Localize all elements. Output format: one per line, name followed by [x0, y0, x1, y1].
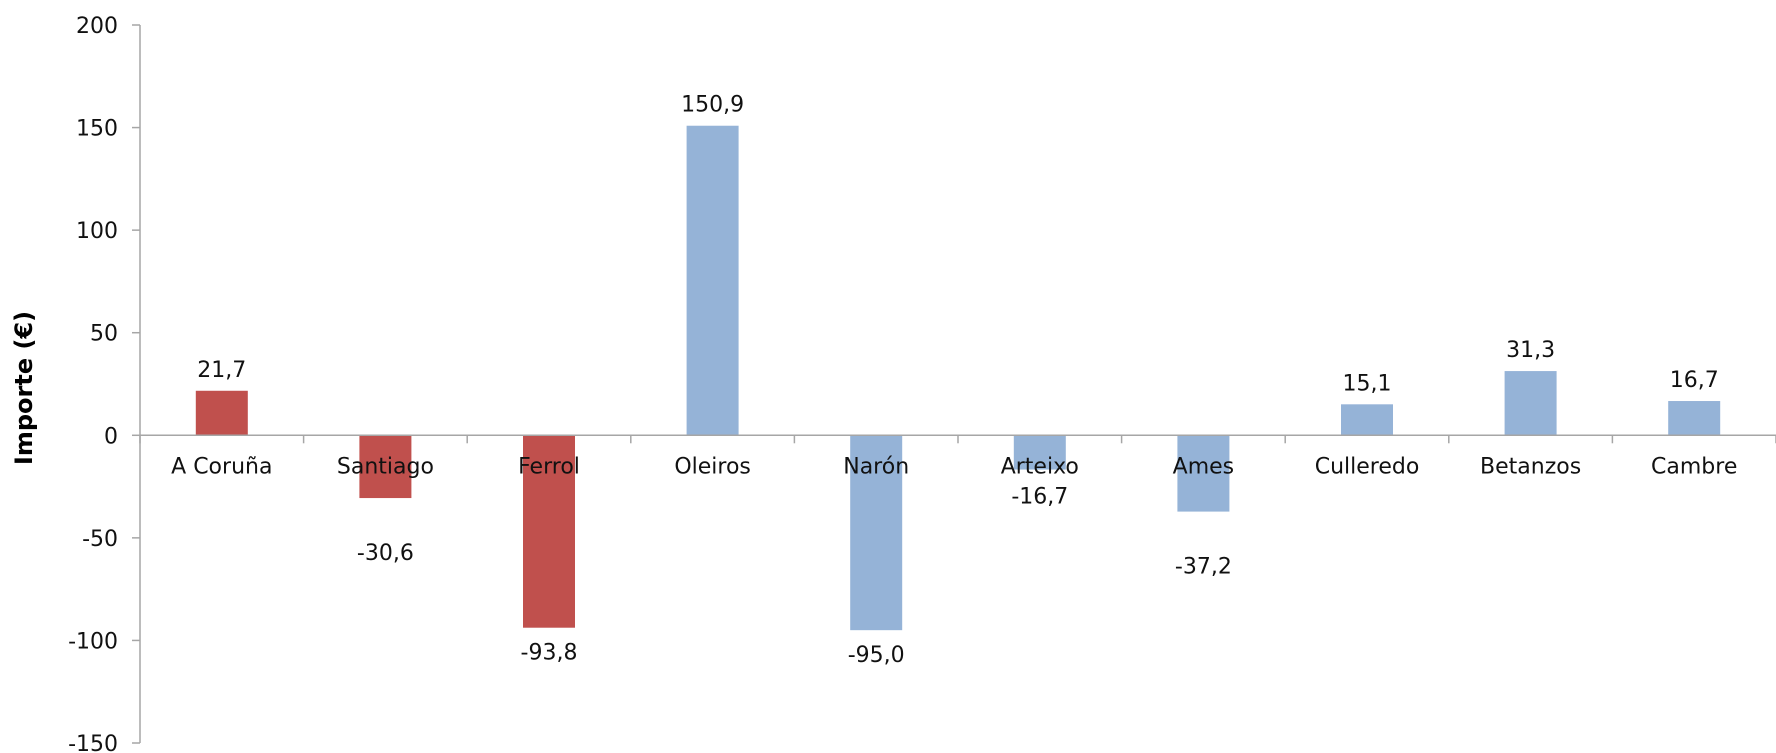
y-tick-label: -100	[68, 629, 118, 654]
bar	[1013, 435, 1066, 470]
category-label: Narón	[843, 454, 909, 479]
category-label: A Coruña	[171, 454, 272, 479]
bars-group	[195, 125, 1721, 631]
bar	[1668, 401, 1721, 436]
category-label: Arteixo	[1001, 454, 1079, 479]
y-axis-title: Importe (€)	[10, 311, 38, 465]
axes-group	[132, 24, 1776, 744]
y-tick-label: 100	[76, 219, 118, 244]
y-tick-label: 50	[90, 322, 118, 347]
category-label: Culleredo	[1315, 454, 1420, 479]
bar	[523, 435, 575, 628]
data-label: -30,6	[357, 541, 414, 566]
bar	[1504, 371, 1557, 436]
category-label: Cambre	[1651, 454, 1737, 479]
bar	[359, 435, 412, 499]
bar	[1177, 435, 1230, 512]
y-tick-label: -50	[82, 527, 118, 552]
data-label: 21,7	[197, 358, 246, 383]
bar	[195, 390, 248, 436]
data-label: -37,2	[1175, 555, 1232, 580]
bar	[850, 435, 903, 631]
y-tick-label: -150	[68, 732, 118, 753]
bar	[686, 125, 739, 436]
y-tick-label: 0	[104, 424, 118, 449]
y-tick-label: 150	[76, 117, 118, 142]
bar	[1341, 404, 1393, 436]
data-label: 15,1	[1343, 371, 1392, 396]
category-label: Oleiros	[674, 454, 751, 479]
data-label: 150,9	[681, 93, 744, 118]
category-label: Betanzos	[1480, 454, 1581, 479]
data-label: -95,0	[848, 643, 905, 668]
data-label: -93,8	[521, 641, 578, 666]
category-label: Ames	[1173, 454, 1234, 479]
category-label: Ferrol	[518, 454, 580, 479]
data-label: 31,3	[1506, 338, 1555, 363]
y-tick-label: 200	[76, 14, 118, 39]
data-label: 16,7	[1670, 368, 1719, 393]
category-label: Santiago	[337, 454, 434, 479]
labels-group: 200 150 100 50 0 -50 -100 -150 A Coruña 21,7 Santi…	[68, 14, 1737, 753]
data-label: -16,7	[1011, 484, 1068, 509]
